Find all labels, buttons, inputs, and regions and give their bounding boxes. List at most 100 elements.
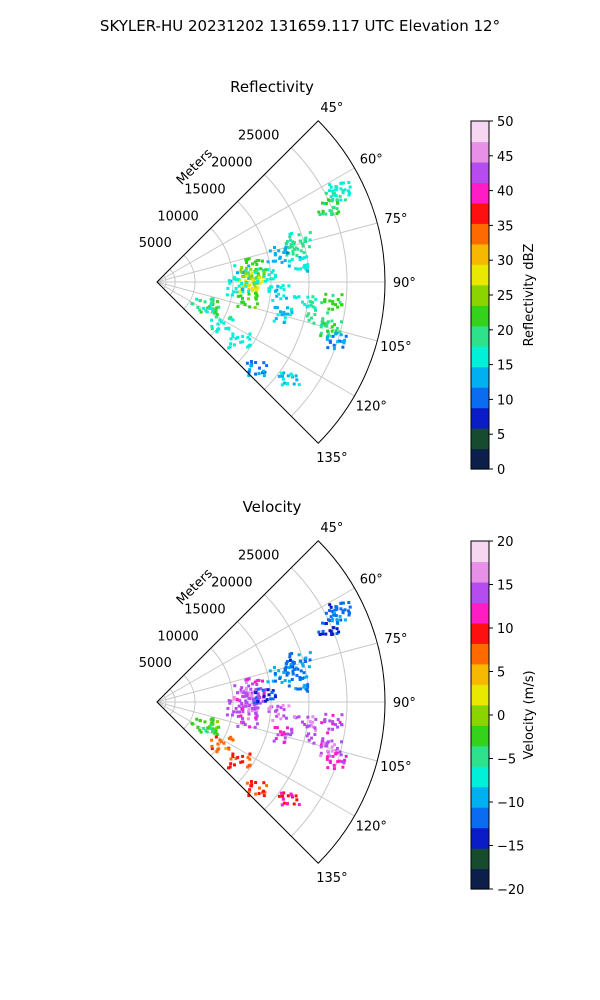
echo-gate xyxy=(299,239,303,243)
radial-tick-label: 5000 xyxy=(139,236,172,251)
echo-gate xyxy=(323,720,327,724)
echo-gate xyxy=(308,658,312,662)
echo-gate xyxy=(248,283,252,287)
echo-gate xyxy=(209,307,213,310)
echo-gate xyxy=(331,626,335,630)
echo-gate xyxy=(332,763,336,767)
radar-echo xyxy=(320,292,344,311)
echo-gate xyxy=(290,678,294,681)
echo-gate xyxy=(331,302,335,306)
echo-gate xyxy=(228,701,232,705)
echo-gate xyxy=(265,784,269,788)
echo-gate xyxy=(247,288,251,292)
echo-gate xyxy=(331,722,335,726)
radar-echo xyxy=(267,704,291,722)
echo-gate xyxy=(264,268,268,272)
echo-gate xyxy=(240,686,244,690)
echo-gate xyxy=(283,259,287,263)
echo-gate xyxy=(338,614,342,618)
echo-gate xyxy=(253,680,257,684)
echo-gate xyxy=(248,757,252,761)
echo-gate xyxy=(261,699,265,703)
echo-gate xyxy=(335,627,339,631)
echo-gate xyxy=(337,630,341,634)
echo-gate xyxy=(248,697,252,701)
echo-gate xyxy=(339,181,343,185)
echo-gate xyxy=(270,691,274,694)
echo-gate xyxy=(326,749,329,753)
echo-gate xyxy=(245,781,249,785)
echo-gate xyxy=(313,306,317,310)
echo-gate xyxy=(324,191,328,195)
echo-gate xyxy=(326,320,330,324)
echo-gate xyxy=(333,193,337,197)
echo-gate xyxy=(274,259,277,263)
echo-gate xyxy=(301,664,305,668)
colorbar-swatch xyxy=(471,202,489,224)
echo-gate xyxy=(339,601,343,605)
echo-gate xyxy=(278,257,282,260)
echo-gate xyxy=(347,613,351,617)
colorbar-tick-label: 45 xyxy=(497,150,514,165)
echo-gate xyxy=(299,687,303,691)
echo-gate xyxy=(265,278,269,282)
echo-gate xyxy=(293,247,296,251)
echo-gate xyxy=(252,707,256,711)
echo-gate xyxy=(343,198,347,202)
echo-gate xyxy=(210,721,213,725)
radial-tick-label: 20000 xyxy=(211,156,252,171)
echo-gate xyxy=(244,284,248,288)
echo-gate xyxy=(256,267,260,271)
echo-gate xyxy=(337,210,341,214)
echo-gate xyxy=(228,345,232,349)
echo-gate xyxy=(334,332,338,336)
echo-gate xyxy=(328,603,332,607)
echo-gate xyxy=(331,754,335,758)
echo-gate xyxy=(287,264,291,268)
echo-gate xyxy=(339,333,343,337)
colorbar-tick-label: 20 xyxy=(497,535,514,550)
echo-gate xyxy=(326,618,330,622)
radar-echo xyxy=(210,735,235,754)
echo-gate xyxy=(333,743,336,747)
echo-gate xyxy=(335,632,339,635)
echo-gate xyxy=(282,708,286,712)
echo-gate xyxy=(329,210,333,213)
grid-spoke xyxy=(156,701,378,762)
echo-gate xyxy=(339,198,343,202)
colorbar-swatch xyxy=(471,366,489,388)
echo-gate xyxy=(273,671,277,675)
echo-gate xyxy=(229,342,233,346)
echo-gate xyxy=(248,752,252,756)
echo-gate xyxy=(249,364,253,368)
echo-gate xyxy=(241,760,245,764)
echo-gate xyxy=(280,260,284,264)
echo-gate xyxy=(339,753,343,757)
echo-gate xyxy=(319,331,323,335)
echo-gate xyxy=(348,611,351,615)
echo-gate xyxy=(276,313,280,317)
echo-gate xyxy=(267,273,271,277)
echo-gate xyxy=(254,296,258,300)
colorbar-swatch xyxy=(471,786,489,808)
echo-gate xyxy=(332,767,336,771)
echo-gate xyxy=(313,733,317,736)
echo-gate xyxy=(295,378,299,382)
echo-gate xyxy=(298,678,302,681)
echo-gate xyxy=(272,739,276,743)
echo-gate xyxy=(331,720,335,724)
echo-gate xyxy=(325,744,329,748)
echo-gate xyxy=(275,714,279,718)
echo-gate xyxy=(338,194,342,198)
echo-gate xyxy=(324,622,328,625)
echo-gate xyxy=(265,698,269,702)
radial-tick-label: 10000 xyxy=(157,629,198,644)
echo-gate xyxy=(330,329,334,333)
echo-gate xyxy=(210,301,213,305)
echo-gate xyxy=(224,327,228,330)
echo-gate xyxy=(340,760,344,764)
echo-gate xyxy=(274,275,277,279)
echo-gate xyxy=(330,609,334,613)
echo-gate xyxy=(294,666,298,670)
colorbar-swatch xyxy=(471,182,489,204)
